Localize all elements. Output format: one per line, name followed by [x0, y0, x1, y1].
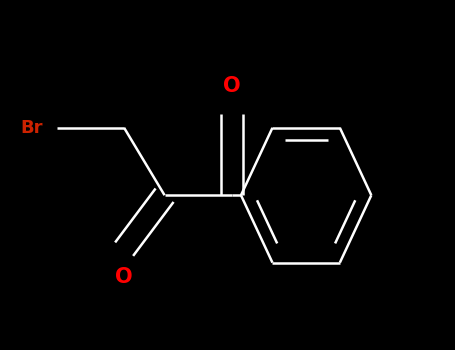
Text: Br: Br	[21, 119, 43, 137]
Text: O: O	[223, 76, 241, 96]
Text: O: O	[115, 267, 133, 287]
